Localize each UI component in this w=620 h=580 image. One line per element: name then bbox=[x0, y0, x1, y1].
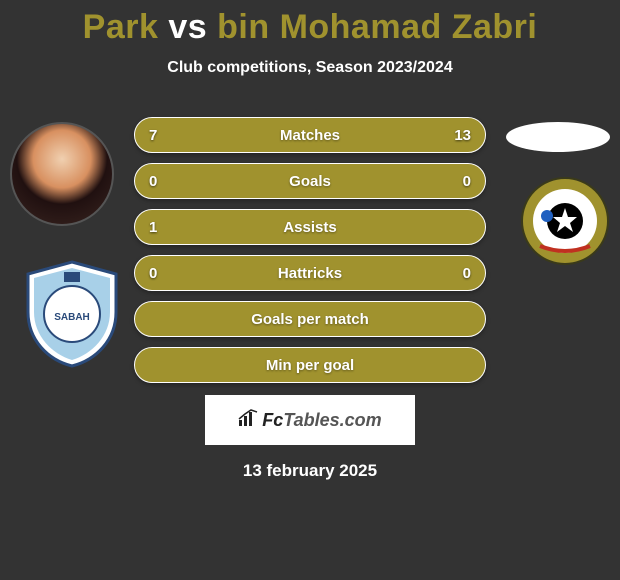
stat-label: Goals per match bbox=[251, 311, 369, 328]
stat-value-right: 13 bbox=[454, 127, 471, 144]
brand-prefix: Fc bbox=[262, 410, 283, 430]
stat-row: 0 0 Hattricks bbox=[134, 255, 486, 291]
brand-text: FcTables.com bbox=[262, 410, 381, 431]
subtitle: Club competitions, Season 2023/2024 bbox=[0, 59, 620, 77]
stat-label: Assists bbox=[283, 219, 336, 236]
page-title: Park vs bin Mohamad Zabri bbox=[0, 0, 620, 47]
stat-value-right: 0 bbox=[463, 265, 471, 282]
stat-value-left: 0 bbox=[149, 173, 157, 190]
brand-badge: FcTables.com bbox=[205, 395, 415, 445]
stat-label: Goals bbox=[289, 173, 331, 190]
stat-value-left: 0 bbox=[149, 265, 157, 282]
title-player1: Park bbox=[83, 8, 159, 46]
stat-row: 1 Assists bbox=[134, 209, 486, 245]
chart-icon bbox=[238, 409, 258, 432]
stat-value-left: 1 bbox=[149, 219, 157, 236]
stat-row: 7 13 Matches bbox=[134, 117, 486, 153]
stat-label: Hattricks bbox=[278, 265, 342, 282]
title-player2: bin Mohamad Zabri bbox=[217, 8, 537, 46]
stat-value-right: 0 bbox=[463, 173, 471, 190]
stat-label: Matches bbox=[280, 127, 340, 144]
stat-value-left: 7 bbox=[149, 127, 157, 144]
stat-row: Goals per match bbox=[134, 301, 486, 337]
brand-suffix: Tables.com bbox=[283, 410, 381, 430]
stat-label: Min per goal bbox=[266, 357, 354, 374]
footer-date: 13 february 2025 bbox=[0, 461, 620, 481]
stat-row: 0 0 Goals bbox=[134, 163, 486, 199]
stats-area: 7 13 Matches 0 0 Goals 1 Assists 0 0 Hattricks Goal… bbox=[0, 117, 620, 383]
title-vs: vs bbox=[168, 8, 207, 46]
stat-row: Min per goal bbox=[134, 347, 486, 383]
